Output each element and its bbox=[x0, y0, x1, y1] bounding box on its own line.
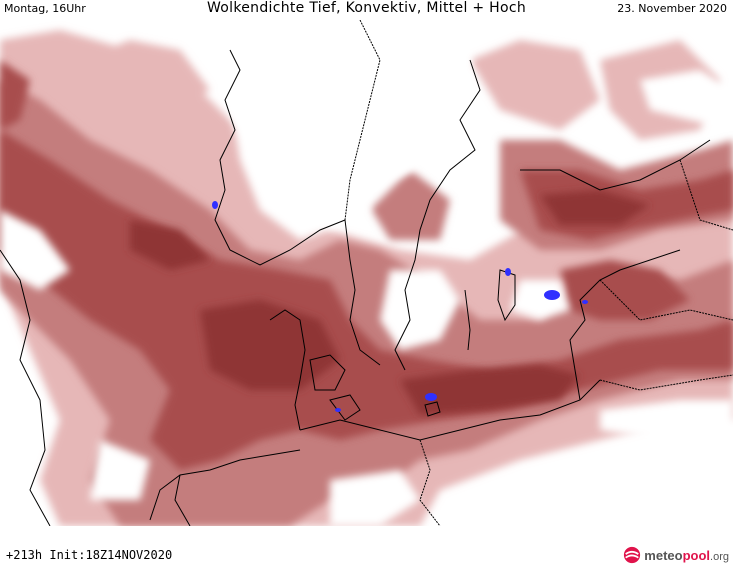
map-title: Wolkendichte Tief, Konvektiv, Mittel + H… bbox=[206, 0, 527, 16]
coastlines-and-borders bbox=[0, 20, 733, 526]
map-header: Montag, 16Uhr Wolkendichte Tief, Konvekt… bbox=[0, 0, 733, 20]
cloud-density-map bbox=[0, 20, 733, 526]
map-footer: +213h Init:18Z14NOV2020 meteopool.org bbox=[0, 526, 733, 566]
globe-logo-icon bbox=[624, 546, 641, 564]
logo-text: meteopool.org bbox=[644, 547, 729, 563]
meteopool-logo[interactable]: meteopool.org bbox=[623, 545, 729, 565]
date-label: 23. November 2020 bbox=[617, 2, 727, 15]
cloud-layer-darkest bbox=[130, 190, 650, 415]
map-canvas bbox=[0, 20, 733, 526]
clear-sky-areas bbox=[0, 20, 733, 526]
weekday-time-label: Montag, 16Uhr bbox=[4, 2, 86, 15]
forecast-init-label: +213h Init:18Z14NOV2020 bbox=[6, 548, 173, 562]
convective-cells bbox=[212, 201, 588, 412]
